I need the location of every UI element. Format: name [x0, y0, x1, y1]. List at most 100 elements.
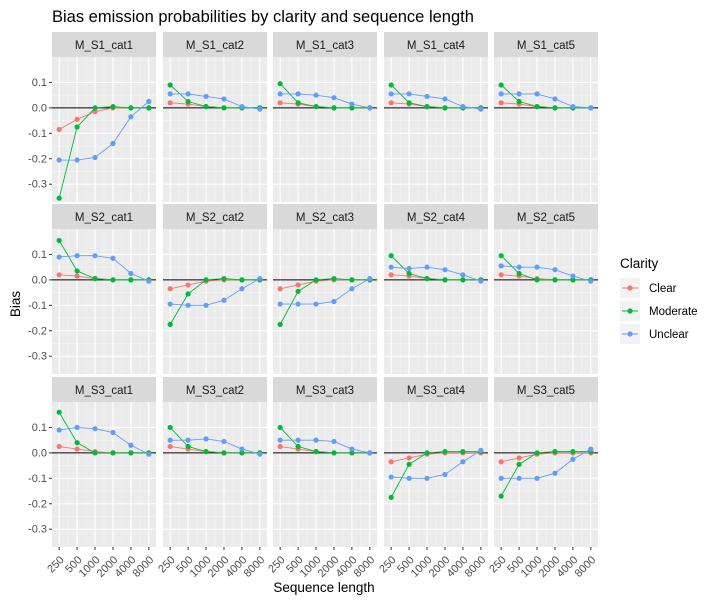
- data-point-unclear: [331, 95, 337, 101]
- series-line-moderate: [169, 84, 260, 109]
- data-point-moderate: [56, 195, 62, 201]
- data-point-moderate: [221, 450, 227, 456]
- data-point-moderate: [534, 277, 540, 283]
- data-point-unclear: [442, 96, 448, 102]
- series-line-moderate: [390, 84, 481, 109]
- data-point-unclear: [498, 91, 504, 97]
- data-point-moderate: [424, 450, 430, 456]
- data-point-unclear: [110, 140, 116, 147]
- series-line-moderate: [390, 255, 481, 281]
- facet-strip: [273, 32, 377, 57]
- series-line-moderate: [58, 240, 149, 281]
- data-point-moderate: [313, 449, 319, 455]
- data-point-moderate: [203, 277, 209, 283]
- data-point-unclear: [313, 301, 319, 307]
- data-point-moderate: [203, 104, 209, 110]
- data-point-unclear: [185, 91, 191, 97]
- data-point-unclear: [534, 91, 540, 97]
- facet-panel-M_S1_cat1: M_S1_cat1 0.1 0.0 -0.1 -0.2 -0.3: [28, 32, 156, 202]
- data-point-clear: [498, 100, 504, 106]
- data-point-moderate: [185, 443, 191, 450]
- data-point-moderate: [221, 105, 227, 111]
- data-point-moderate: [442, 449, 448, 455]
- facet-strip-label: M_S2_cat2: [186, 212, 244, 224]
- series-line-unclear: [391, 93, 481, 110]
- data-point-moderate: [110, 450, 116, 456]
- x-tick-label: 8000: [131, 554, 157, 580]
- data-point-moderate: [146, 105, 152, 111]
- data-point-unclear: [570, 273, 576, 279]
- y-tick-label: 0.1: [32, 77, 47, 89]
- legend-title: Clarity: [620, 256, 659, 271]
- data-point-clear: [277, 100, 283, 106]
- y-tick-label: 0.0: [32, 274, 47, 286]
- data-point-moderate: [128, 277, 134, 283]
- series-line-unclear: [170, 278, 261, 306]
- data-point-unclear: [516, 264, 522, 270]
- data-point-moderate: [460, 449, 466, 455]
- facet-strip-label: M_S1_cat2: [186, 40, 244, 52]
- series-line-moderate: [500, 84, 591, 109]
- facet-panel-M_S2_cat1: M_S2_cat1 0.1 0.0 -0.1 -0.2 -0.3: [28, 204, 156, 374]
- facet-strip: [163, 32, 267, 57]
- data-point-moderate: [406, 461, 412, 467]
- series-line-unclear: [59, 426, 150, 455]
- data-point-moderate: [570, 277, 576, 283]
- data-point-unclear: [221, 438, 227, 445]
- data-point-unclear: [424, 475, 430, 481]
- y-tick-label: -0.3: [28, 179, 47, 191]
- facet-panel-M_S2_cat2: M_S2_cat2: [163, 204, 267, 374]
- facet-strip: [494, 204, 598, 229]
- data-point-clear: [388, 459, 394, 465]
- series-line-unclear: [280, 278, 371, 305]
- data-point-unclear: [56, 254, 62, 260]
- data-point-unclear: [460, 459, 466, 465]
- facet-panel-M_S2_cat3: M_S2_cat3: [273, 204, 377, 374]
- data-point-clear: [56, 126, 62, 133]
- data-point-unclear: [349, 286, 355, 292]
- x-axis-title: Sequence length: [273, 580, 374, 595]
- data-point-clear: [498, 459, 504, 465]
- data-point-moderate: [406, 100, 412, 106]
- data-point-unclear: [516, 91, 522, 97]
- legend-label-unclear: Unclear: [649, 329, 689, 341]
- series-line-clear: [501, 452, 591, 463]
- data-point-moderate: [277, 321, 283, 327]
- facet-panel-M_S3_cat1: M_S3_cat10.10.0-0.1-0.2-0.32505001000200…: [28, 377, 156, 580]
- data-point-clear: [74, 116, 80, 122]
- facet-strip: [52, 32, 156, 57]
- data-point-moderate: [295, 443, 301, 450]
- data-point-clear: [388, 272, 394, 278]
- facet-panel-M_S1_cat3: M_S1_cat3: [273, 32, 377, 202]
- data-point-moderate: [92, 450, 98, 456]
- facet-strip: [163, 204, 267, 229]
- data-point-moderate: [424, 104, 430, 110]
- y-tick-label: -0.2: [28, 153, 47, 165]
- data-point-clear: [277, 443, 283, 450]
- data-point-moderate: [552, 105, 558, 111]
- facet-panels: M_S1_cat1 0.1 0.0 -0.1 -0.2 -0.3 M_S1_cat2 M_S1…: [28, 32, 598, 580]
- facet-strip: [494, 377, 598, 402]
- facet-strip-label: M_S1_cat1: [75, 40, 133, 52]
- legend-key-point: [627, 308, 633, 314]
- series-line-unclear: [501, 93, 591, 109]
- data-point-moderate: [74, 268, 80, 274]
- data-point-moderate: [442, 277, 448, 283]
- data-point-unclear: [552, 267, 558, 273]
- data-point-moderate: [552, 449, 558, 455]
- series-line-unclear: [280, 439, 370, 454]
- legend-label-moderate: Moderate: [649, 306, 698, 318]
- facet-strip-label: M_S2_cat1: [75, 212, 133, 224]
- data-point-unclear: [56, 427, 62, 433]
- facet-strip: [52, 377, 156, 402]
- data-point-unclear: [478, 106, 484, 112]
- series-line-unclear: [59, 255, 150, 282]
- data-point-unclear: [570, 456, 576, 462]
- x-tick-label: 8000: [573, 554, 599, 580]
- data-point-unclear: [92, 426, 98, 432]
- data-point-moderate: [349, 277, 355, 283]
- data-point-unclear: [331, 438, 337, 445]
- data-point-unclear: [92, 253, 98, 259]
